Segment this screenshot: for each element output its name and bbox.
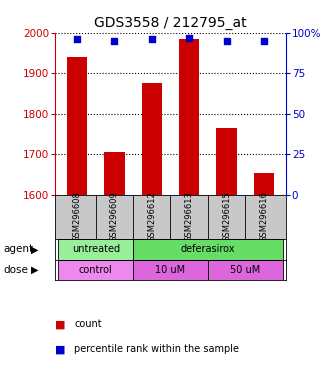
Title: GDS3558 / 212795_at: GDS3558 / 212795_at — [94, 16, 247, 30]
Text: agent: agent — [3, 244, 33, 254]
Point — [112, 38, 117, 44]
Text: 10 uM: 10 uM — [155, 265, 186, 275]
Text: deferasirox: deferasirox — [181, 244, 235, 254]
Bar — [133, 260, 208, 280]
Bar — [179, 39, 199, 195]
Point — [224, 38, 229, 44]
Bar — [208, 260, 283, 280]
Text: ■: ■ — [55, 344, 65, 354]
Bar — [67, 57, 87, 195]
Text: ▶: ▶ — [31, 265, 38, 275]
Text: control: control — [79, 265, 113, 275]
Point — [261, 38, 266, 44]
Text: ▶: ▶ — [31, 244, 38, 254]
Text: GSM296616: GSM296616 — [260, 192, 268, 242]
Bar — [104, 152, 125, 195]
Text: dose: dose — [3, 265, 28, 275]
Bar — [58, 239, 133, 260]
Bar — [133, 239, 283, 260]
Point — [74, 36, 80, 42]
Bar — [254, 172, 274, 195]
Text: GSM296609: GSM296609 — [110, 192, 119, 242]
Text: 50 uM: 50 uM — [230, 265, 260, 275]
Text: GSM296615: GSM296615 — [222, 192, 231, 242]
Point — [149, 36, 155, 42]
Text: ■: ■ — [55, 319, 65, 329]
Text: percentile rank within the sample: percentile rank within the sample — [74, 344, 239, 354]
Bar — [216, 128, 237, 195]
Text: GSM296612: GSM296612 — [147, 192, 156, 242]
Bar — [142, 83, 162, 195]
Text: untreated: untreated — [71, 244, 120, 254]
Text: GSM296613: GSM296613 — [185, 192, 194, 242]
Text: count: count — [74, 319, 102, 329]
Bar — [58, 260, 133, 280]
Point — [186, 35, 192, 41]
Text: GSM296608: GSM296608 — [72, 192, 81, 242]
